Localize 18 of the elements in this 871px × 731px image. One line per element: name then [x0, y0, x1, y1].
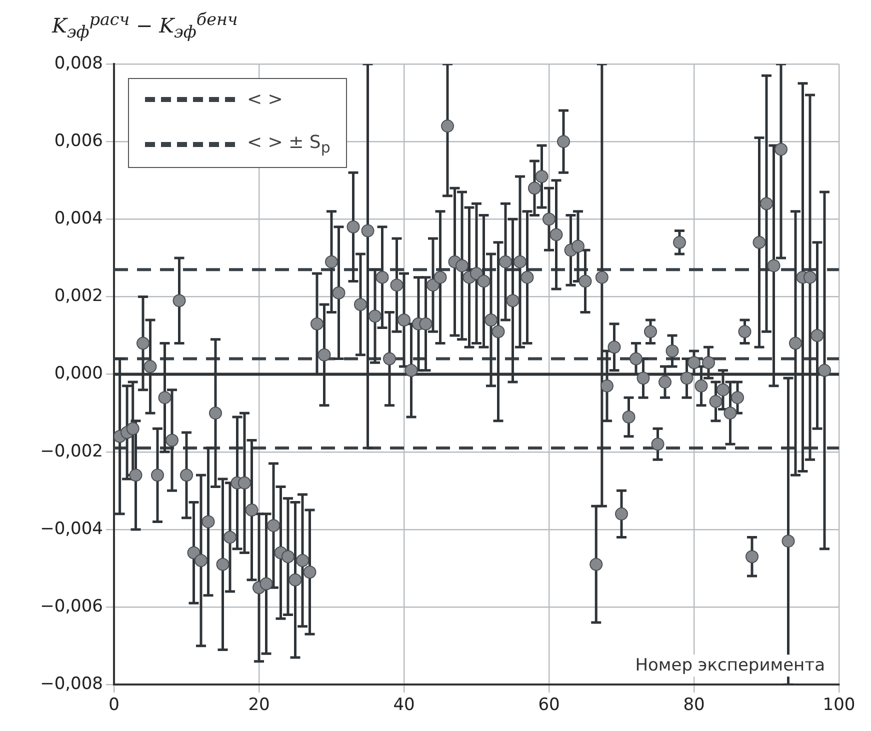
x-tick-label: 60 [538, 695, 560, 716]
y-tick-label: 0,004 [54, 208, 103, 229]
y-tick-label: −0,008 [40, 674, 103, 694]
x-tick-label: 20 [248, 695, 270, 716]
y-tick-label: −0,004 [40, 518, 103, 539]
y-tick-label: −0,006 [40, 596, 103, 616]
legend-label: < > ± S$_{p}$ [247, 132, 330, 157]
legend-label: < > [247, 89, 283, 110]
y-tick-label: 0,006 [54, 130, 103, 151]
x-axis-title: Номер эксперимента [635, 656, 825, 676]
x-tick-label: 100 [822, 695, 856, 716]
x-tick-label: 40 [393, 695, 415, 716]
x-tick-label: 80 [683, 695, 705, 716]
y-tick-label: −0,002 [40, 441, 103, 462]
y-tick-label: 0,000 [54, 364, 103, 384]
x-tick-label: 0 [108, 695, 120, 716]
y-tick-label: 0,008 [54, 53, 103, 74]
y-tick-label: 0,002 [54, 286, 103, 306]
